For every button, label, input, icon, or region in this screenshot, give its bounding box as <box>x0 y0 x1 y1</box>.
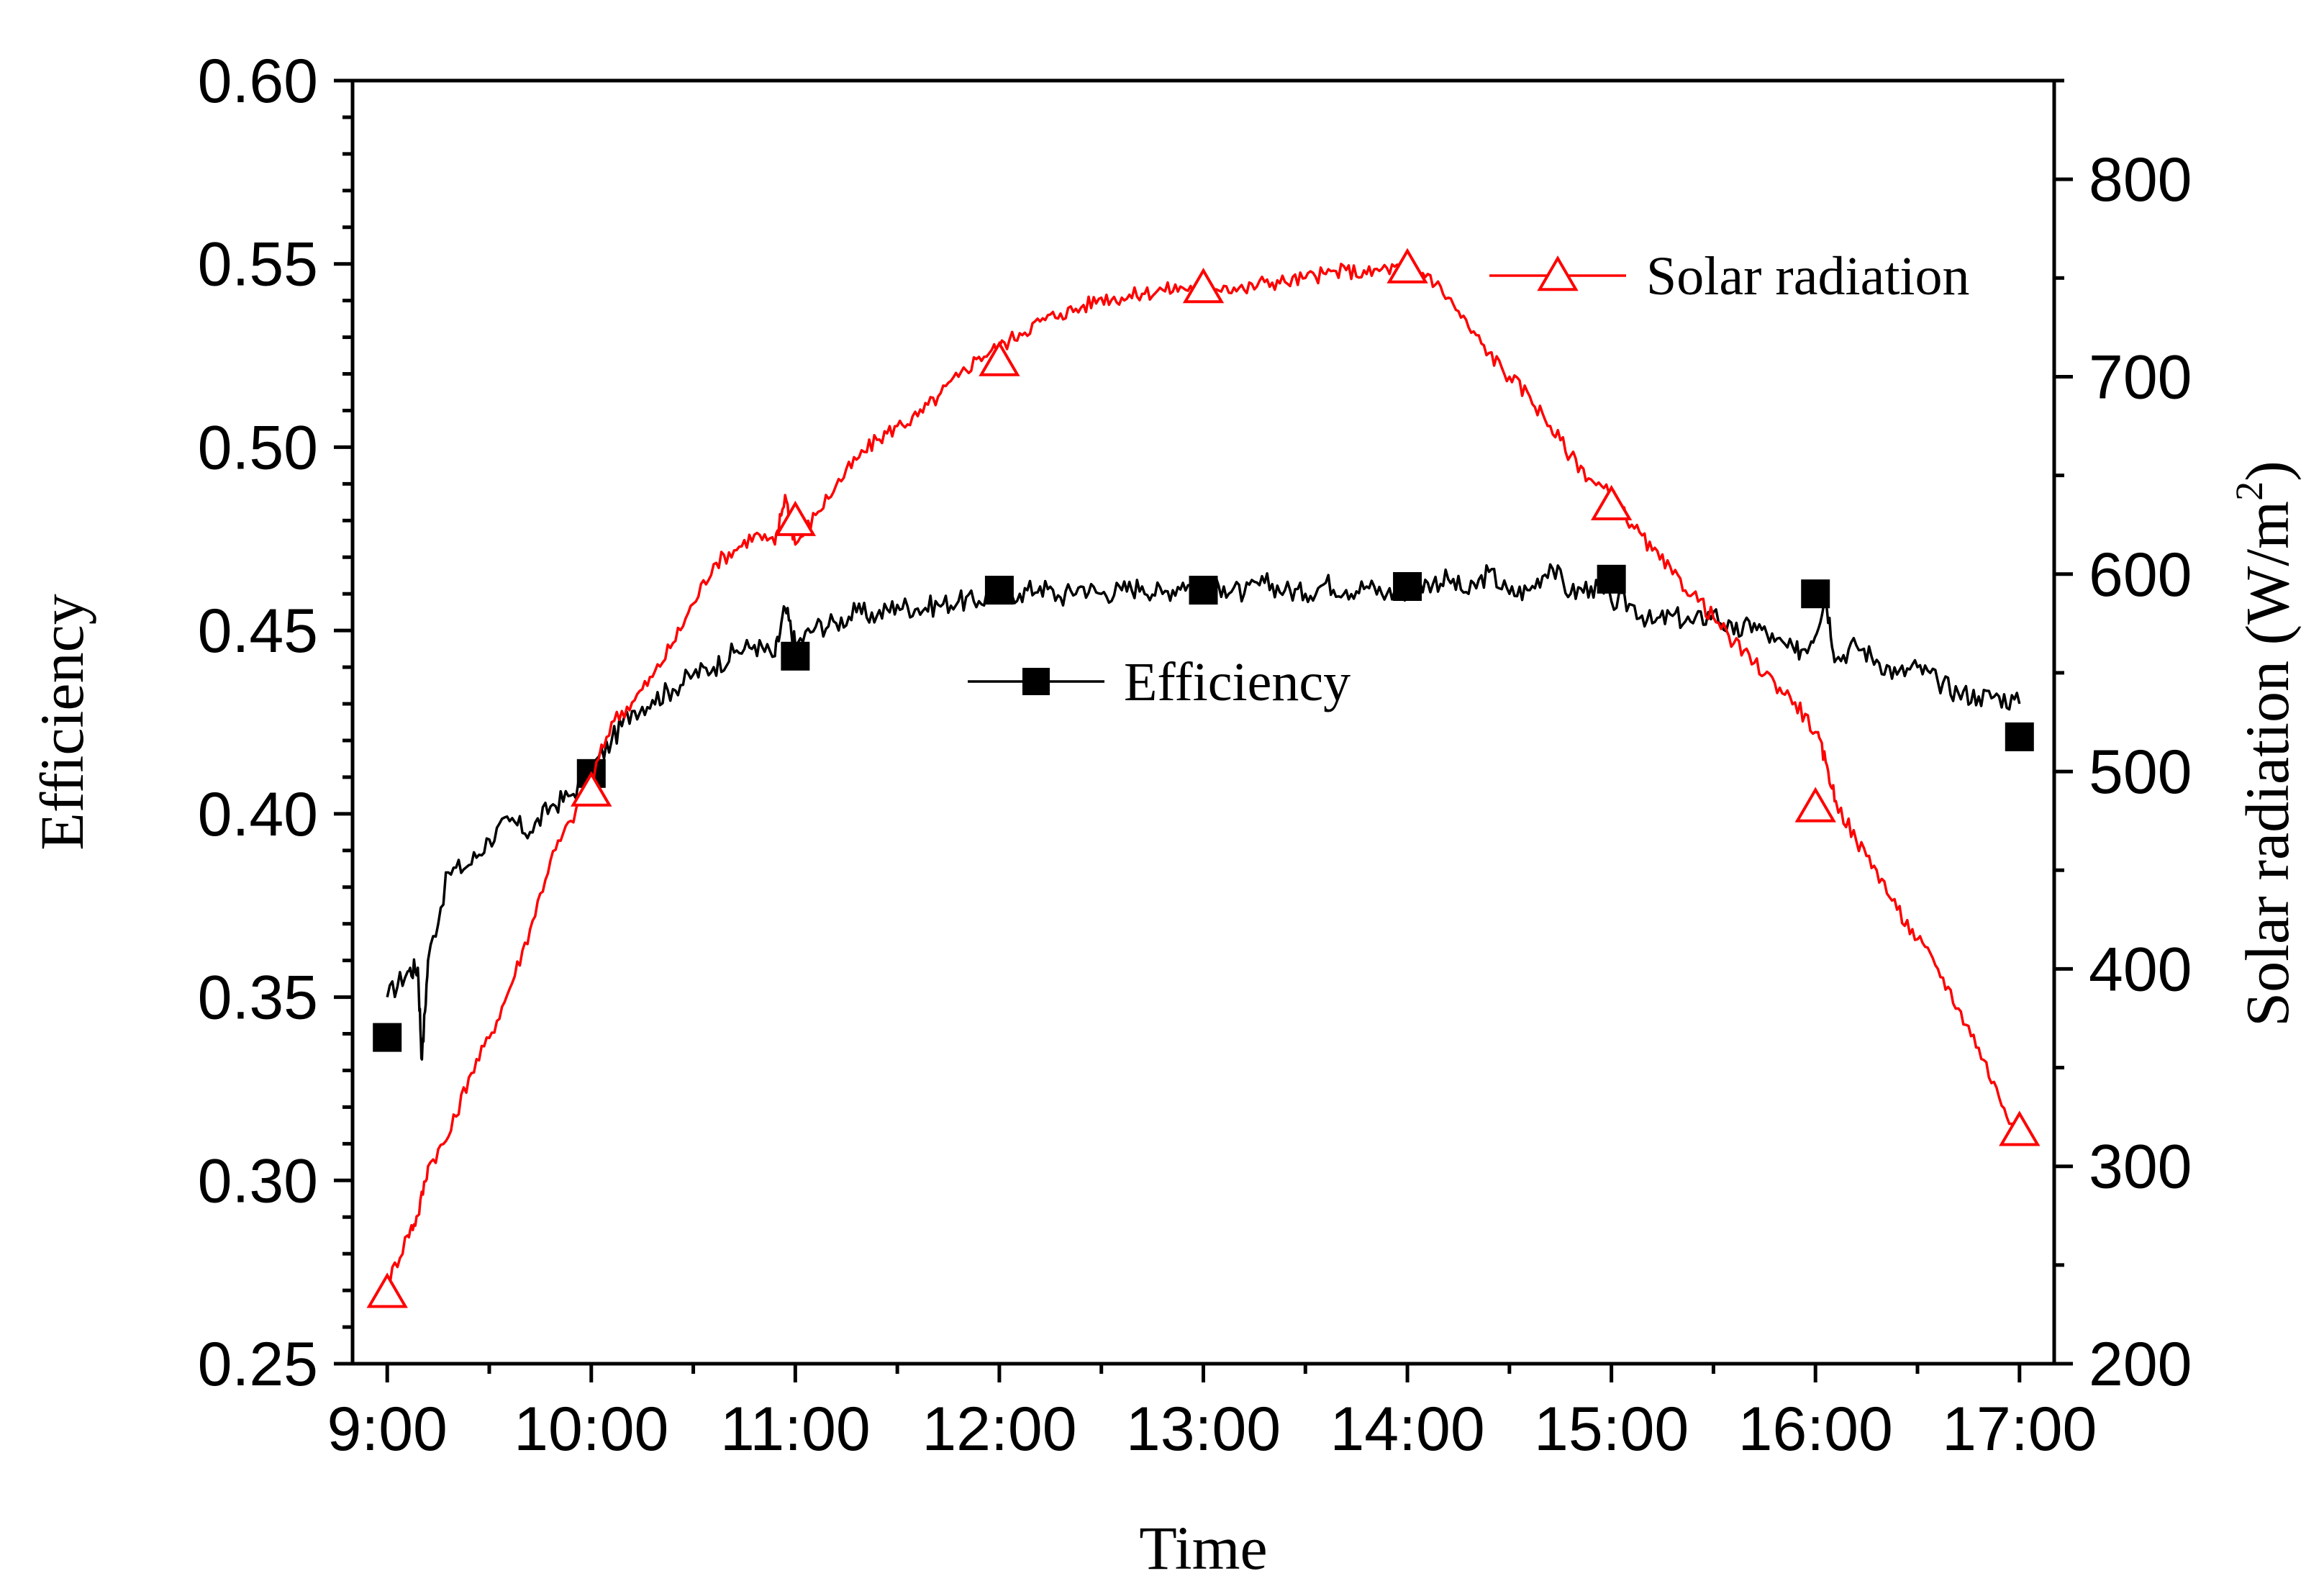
solar-radiation-point <box>774 500 817 536</box>
legend-efficiency-marker <box>1022 668 1050 695</box>
y-left-tick-label: 0.25 <box>198 1330 318 1399</box>
legend-solar-marker <box>1537 255 1579 291</box>
y-left-tick-label: 0.30 <box>198 1146 318 1215</box>
solar-radiation-point <box>1999 1110 2041 1146</box>
labels-layer: Time Efficiency Solar radiation (W/m2) <box>27 461 2302 1582</box>
x-axis-title: Time <box>1139 1513 1267 1582</box>
plot-layer <box>366 248 2041 1308</box>
efficiency-point <box>781 641 810 671</box>
y-left-tick-label: 0.50 <box>198 413 318 482</box>
series-line-efficiency <box>386 563 2021 1061</box>
x-tick-label: 14:00 <box>1330 1395 1484 1464</box>
efficiency-point <box>373 1023 402 1052</box>
y-right-axis-title: Solar radiation (W/m2) <box>2228 461 2302 1026</box>
x-tick-label: 17:00 <box>1942 1395 2097 1464</box>
legend-solar-label: Solar radiation <box>1646 246 1970 307</box>
efficiency-point <box>1801 579 1830 609</box>
y-right-tick-label: 500 <box>2089 738 2192 807</box>
y-left-tick-label: 0.35 <box>198 964 318 1033</box>
efficiency-point <box>984 576 1014 605</box>
y-left-axis-title: Efficiency <box>27 594 96 851</box>
x-tick-label: 12:00 <box>922 1395 1076 1464</box>
efficiency-point <box>1393 572 1422 602</box>
solar-radiation-point <box>1182 268 1225 304</box>
solar-radiation-point <box>1590 484 1633 520</box>
solar-radiation-point <box>1386 248 1428 284</box>
x-tick-label: 11:00 <box>720 1395 871 1464</box>
legend-layer: Solar radiation Efficiency <box>968 246 1970 712</box>
legend-efficiency-label: Efficiency <box>1124 652 1351 712</box>
y-right-axis-title-close: ) <box>2233 461 2302 481</box>
axes-layer: 9:00 10:00 11:00 12:00 13:00 14:00 15:00 16:00 1… <box>198 47 2192 1464</box>
x-tick-label: 10:00 <box>514 1395 668 1464</box>
y-right-tick-label: 700 <box>2089 343 2192 412</box>
efficiency-point <box>1189 576 1218 605</box>
efficiency-point <box>2005 722 2034 751</box>
solar-radiation-point <box>1794 787 1836 823</box>
y-right-axis-title-sup: 2 <box>2228 481 2271 501</box>
x-tick-label: 16:00 <box>1738 1395 1893 1464</box>
y-right-tick-label: 800 <box>2089 145 2192 214</box>
y-right-tick-label: 200 <box>2089 1330 2192 1399</box>
y-right-tick-label: 300 <box>2089 1133 2192 1202</box>
y-right-tick-label: 400 <box>2089 935 2192 1004</box>
solar-radiation-point <box>979 340 1020 376</box>
y-left-tick-label: 0.45 <box>198 597 318 666</box>
y-right-axis-title-main: Solar radiation (W/m <box>2233 501 2302 1027</box>
efficiency-point <box>1597 564 1626 594</box>
x-tick-label: 13:00 <box>1126 1395 1281 1464</box>
solar-radiation-point <box>366 1272 408 1308</box>
solar-radiation-point <box>571 771 612 807</box>
y-left-tick-label: 0.55 <box>198 230 318 299</box>
y-right-tick-label: 600 <box>2089 540 2192 610</box>
y-left-tick-label: 0.60 <box>198 47 318 116</box>
x-tick-label: 15:00 <box>1534 1395 1689 1464</box>
y-left-tick-label: 0.40 <box>198 780 318 849</box>
x-tick-label: 9:00 <box>327 1395 448 1464</box>
